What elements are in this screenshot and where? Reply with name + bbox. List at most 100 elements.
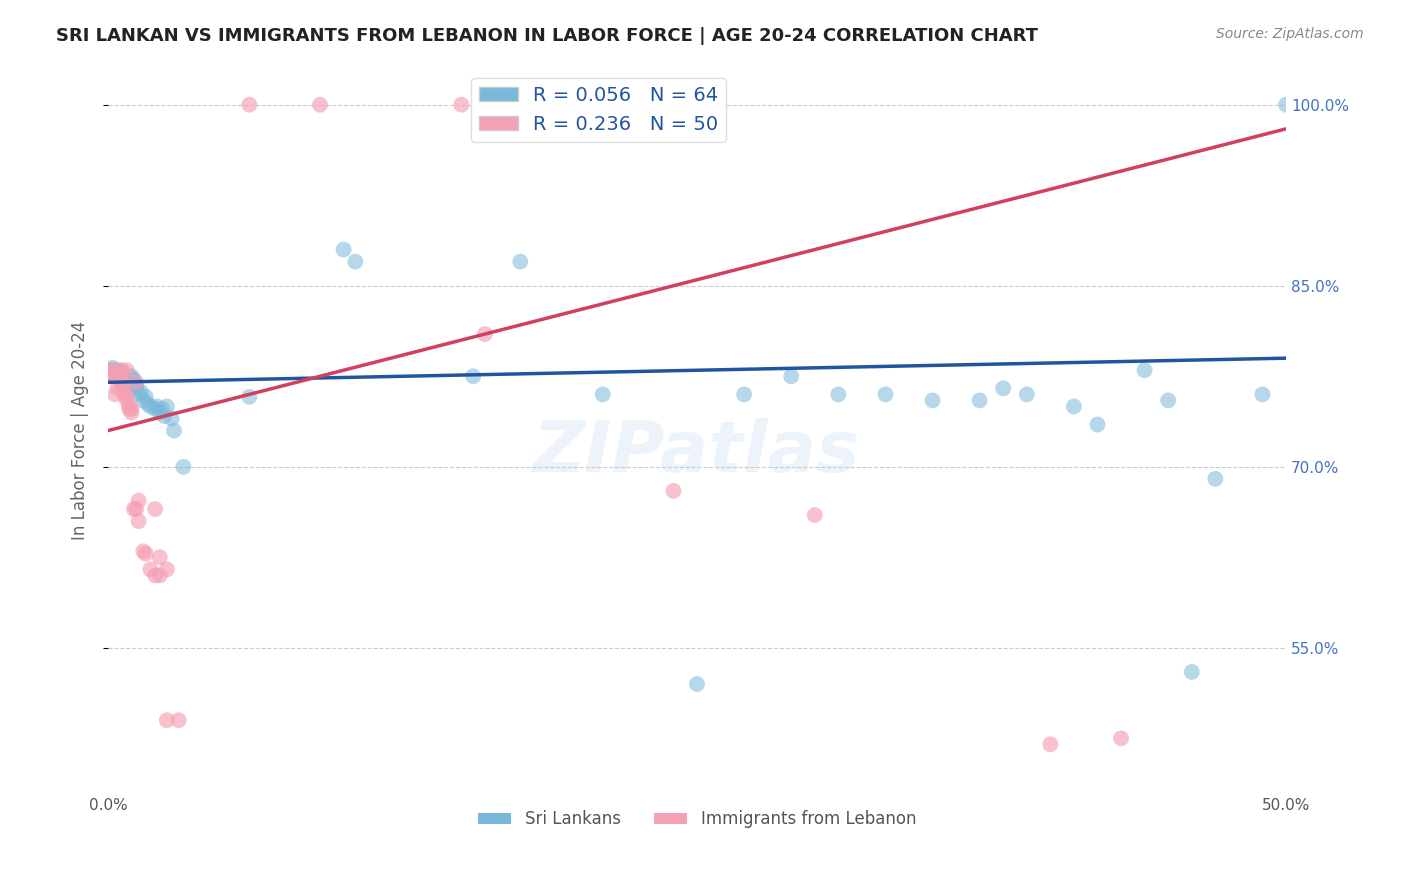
Point xyxy=(111,376,134,390)
Point xyxy=(115,393,138,408)
Point xyxy=(114,384,136,399)
Point xyxy=(1063,400,1085,414)
Point xyxy=(143,401,166,416)
Point xyxy=(1204,472,1226,486)
Point xyxy=(803,508,825,522)
Point xyxy=(118,369,141,384)
Point xyxy=(125,377,148,392)
Point xyxy=(101,363,124,377)
Point xyxy=(101,369,124,384)
Point xyxy=(114,387,136,401)
Point xyxy=(114,377,136,392)
Point xyxy=(108,366,131,380)
Point xyxy=(107,369,129,384)
Point xyxy=(969,393,991,408)
Point xyxy=(108,369,131,384)
Point xyxy=(172,459,194,474)
Point xyxy=(125,502,148,516)
Point xyxy=(115,377,138,392)
Point xyxy=(592,387,614,401)
Point xyxy=(993,381,1015,395)
Point xyxy=(149,568,172,582)
Text: Source: ZipAtlas.com: Source: ZipAtlas.com xyxy=(1216,27,1364,41)
Point xyxy=(156,713,179,727)
Point xyxy=(121,373,143,387)
Point xyxy=(1087,417,1109,432)
Point xyxy=(309,97,332,112)
Point xyxy=(163,424,186,438)
Point xyxy=(344,254,367,268)
Point xyxy=(125,381,148,395)
Point xyxy=(107,369,129,384)
Point xyxy=(143,502,166,516)
Point xyxy=(115,390,138,404)
Point xyxy=(153,409,176,423)
Point xyxy=(1015,387,1038,401)
Point xyxy=(1109,731,1132,746)
Point xyxy=(98,363,121,377)
Point xyxy=(115,373,138,387)
Point xyxy=(167,713,190,727)
Point xyxy=(104,387,127,401)
Y-axis label: In Labor Force | Age 20-24: In Labor Force | Age 20-24 xyxy=(72,321,89,541)
Point xyxy=(509,254,531,268)
Point xyxy=(121,369,143,384)
Point xyxy=(114,376,136,390)
Point xyxy=(98,369,121,384)
Point xyxy=(827,387,849,401)
Point xyxy=(118,400,141,414)
Point xyxy=(156,400,179,414)
Point xyxy=(662,483,685,498)
Point xyxy=(122,373,145,387)
Point xyxy=(104,366,127,380)
Point xyxy=(111,369,134,384)
Point xyxy=(111,377,134,392)
Text: SRI LANKAN VS IMMIGRANTS FROM LEBANON IN LABOR FORCE | AGE 20-24 CORRELATION CHA: SRI LANKAN VS IMMIGRANTS FROM LEBANON IN… xyxy=(56,27,1038,45)
Point xyxy=(780,369,803,384)
Point xyxy=(118,401,141,416)
Point xyxy=(122,502,145,516)
Point xyxy=(107,366,129,380)
Point xyxy=(108,369,131,384)
Point xyxy=(107,381,129,395)
Point xyxy=(921,393,943,408)
Point xyxy=(98,366,121,380)
Point xyxy=(1157,393,1180,408)
Point xyxy=(1181,665,1204,679)
Point xyxy=(146,400,169,414)
Point xyxy=(875,387,897,401)
Point xyxy=(1275,97,1298,112)
Point xyxy=(108,373,131,387)
Point xyxy=(111,373,134,387)
Point xyxy=(104,363,127,377)
Point xyxy=(118,376,141,390)
Point xyxy=(104,366,127,380)
Point xyxy=(129,384,152,399)
Point xyxy=(463,369,485,384)
Point xyxy=(1039,738,1062,752)
Point xyxy=(128,514,150,528)
Point xyxy=(149,550,172,565)
Point xyxy=(128,387,150,401)
Point xyxy=(111,366,134,380)
Point xyxy=(238,97,260,112)
Point xyxy=(135,390,157,404)
Point xyxy=(128,493,150,508)
Point xyxy=(101,360,124,375)
Point xyxy=(111,363,134,377)
Point xyxy=(107,369,129,384)
Point xyxy=(108,363,131,377)
Point xyxy=(1251,387,1274,401)
Point xyxy=(98,369,121,384)
Point xyxy=(121,405,143,419)
Point xyxy=(450,97,472,112)
Point xyxy=(332,243,354,257)
Point xyxy=(143,568,166,582)
Point xyxy=(104,369,127,384)
Point xyxy=(686,677,709,691)
Point xyxy=(122,377,145,392)
Point xyxy=(733,387,755,401)
Text: ZIPatlas: ZIPatlas xyxy=(533,417,860,487)
Point xyxy=(104,369,127,384)
Point xyxy=(136,397,159,411)
